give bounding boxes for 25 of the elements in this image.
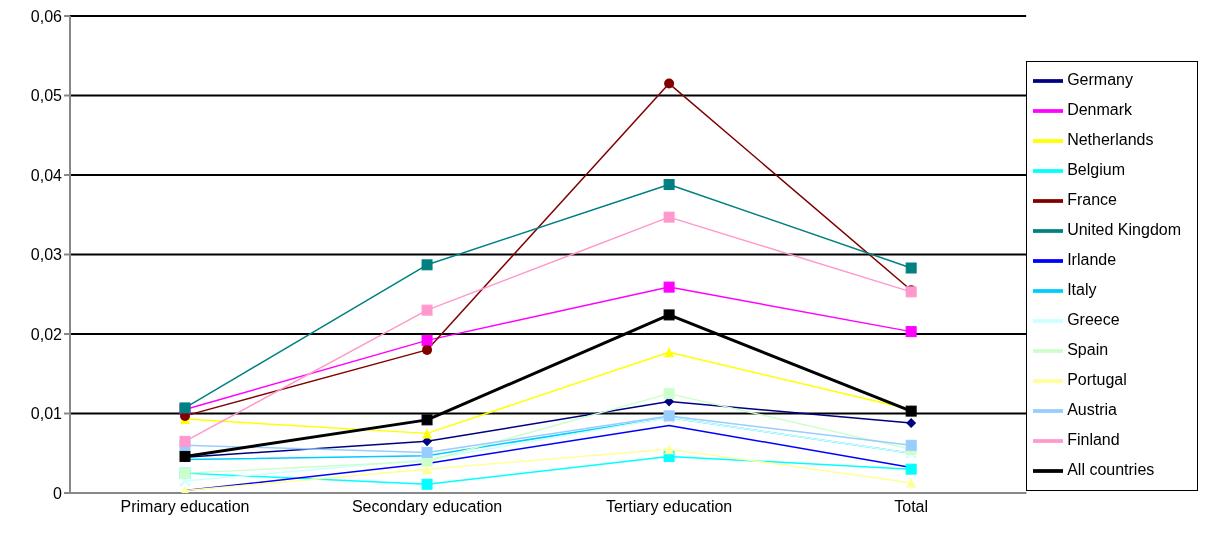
y-tick-label: 0,06 [30,7,63,25]
legend-label: All countries [1067,460,1155,478]
legend-label: United Kingdom [1067,220,1181,238]
y-tick-label: 0,04 [30,166,63,184]
legend-label: Austria [1067,400,1117,418]
legend-label: Finland [1067,430,1120,448]
x-tick-label: Total [894,498,929,516]
legend-label: Netherlands [1067,130,1154,148]
x-tick-label: Primary education [120,498,250,516]
legend-label: Italy [1067,280,1097,298]
legend-label: France [1067,190,1117,208]
legend-label: Germany [1067,70,1133,88]
legend-label: Denmark [1067,100,1133,118]
y-tick-label: 0,03 [30,246,63,264]
legend-label: Irlande [1067,250,1117,268]
y-tick-label: 0,05 [30,87,63,105]
x-tick-label: Secondary education [351,498,503,516]
legend-label: Spain [1067,340,1109,358]
y-tick-label: 0,01 [30,405,63,423]
legend-label: Belgium [1067,160,1125,178]
y-tick-label: 0,02 [30,325,63,343]
legend-label: Greece [1067,310,1120,328]
y-tick-label: 0 [53,484,63,502]
legend-label: Portugal [1067,370,1127,388]
x-tick-label: Tertiary education [605,498,733,516]
